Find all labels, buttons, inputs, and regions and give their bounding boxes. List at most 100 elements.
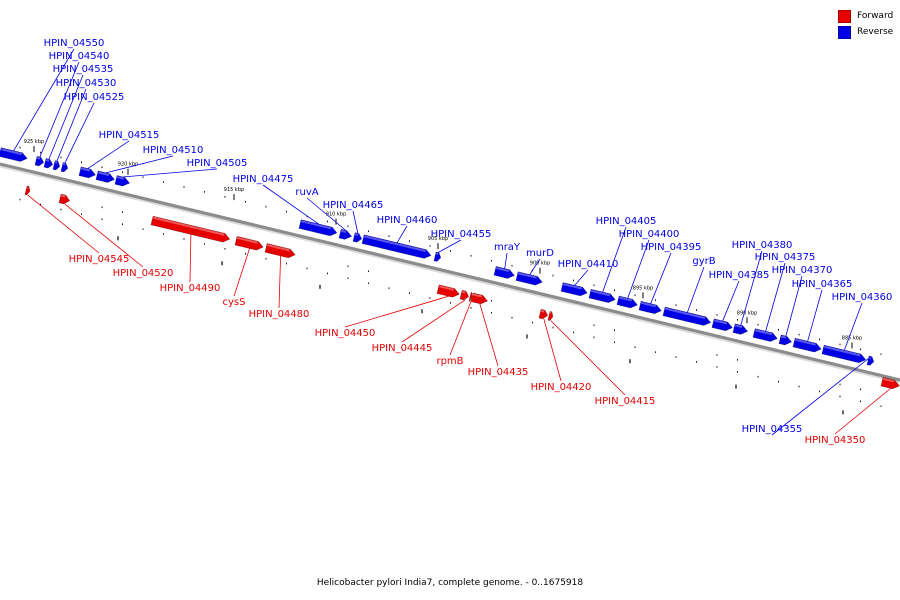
gene-label: cysS [223,297,246,308]
gene-hpin_04540[interactable] [34,155,45,167]
gene-hpin_04375[interactable] [752,328,778,343]
gene-label: HPIN_04460 [377,215,438,226]
gene-label: HPIN_04360 [832,292,893,303]
gene-label: HPIN_04445 [372,343,433,354]
gene-label: HPIN_04455 [431,229,492,240]
gene-hpin_04400[interactable] [616,295,639,309]
gene-hpin_04480[interactable] [264,243,296,259]
gene-hpin_04510[interactable] [95,170,116,184]
gene-label: HPIN_04535 [53,64,114,75]
gene-label: HPIN_04480 [249,309,310,320]
gene-hpin_04490[interactable] [150,215,231,243]
gene-arrow [298,219,338,237]
gene-arrow [662,306,712,326]
gene-hpin_04545[interactable] [24,185,31,196]
gene-highlight [54,161,58,164]
gene-hpin_04360[interactable] [821,344,867,364]
gene-leader [306,197,347,231]
gene-arrow [616,295,638,309]
gene-leader [396,225,408,243]
gene-label: HPIN_04505 [187,158,248,169]
gene-cyss[interactable] [234,235,264,251]
gene-hpin_04465[interactable] [352,232,363,244]
gene-hpin_04395[interactable] [638,300,662,315]
gene-highlight [152,216,225,236]
gene-hpin_04505[interactable] [114,175,131,187]
gene-hpin_04450[interactable] [436,284,460,299]
gene-leader [529,258,541,275]
gene-arrow [24,185,31,196]
gene-arrow [78,166,97,179]
gene-hpin_04405[interactable] [588,288,616,304]
gene-rpmb[interactable] [468,292,473,302]
gene-hpin_04455[interactable] [433,251,442,262]
gene-arrow [361,234,432,259]
gene-hpin_04380[interactable] [732,323,749,336]
gene-hpin_04435[interactable] [470,292,489,305]
gene-hpin_04410[interactable] [560,282,588,298]
gene-hpin_04550[interactable] [0,147,28,163]
gene-hpin_04445[interactable] [459,289,470,301]
forward-swatch [838,9,851,23]
gene-highlight [618,296,633,302]
gene-leader [765,262,786,332]
scale-tick-label: 895 kbp [633,285,653,291]
gene-leader [344,295,449,328]
gene-hpin_04370[interactable] [778,334,793,347]
gene-hpin_04530[interactable] [52,160,61,171]
gene-gyrb[interactable] [662,306,712,327]
gene-highlight [60,194,66,198]
scale-tick-label: 905 kbp [428,236,448,242]
gene-hpin_04350[interactable] [880,376,900,390]
gene-mray[interactable] [493,266,516,279]
gene-hpin_04525[interactable] [60,162,69,173]
gene-hpin_04515[interactable] [78,166,97,179]
gene-leader [64,203,144,268]
gene-hpin_04520[interactable] [58,193,71,205]
backbone-shadow [0,164,900,384]
gene-hpin_04365[interactable] [792,337,822,353]
gene-leader [650,252,672,304]
gene-arrow [60,162,69,173]
gene-highlight [354,233,359,236]
gene-highlight [713,319,728,325]
gene-label: HPIN_04550 [44,38,105,49]
gene-ruva[interactable] [338,228,353,241]
legend-reverse-label: Reverse [857,27,894,37]
scale-tick-label: 920 kbp [118,162,138,168]
gene-hpin_04460[interactable] [361,234,432,260]
gene-hpin_04385[interactable] [711,318,734,332]
gene-arrow [234,235,264,251]
gene-leader [550,320,626,396]
gene-highlight [0,148,22,156]
gene-arrow [792,337,822,353]
gene-leader [48,74,84,160]
gene-label: HPIN_04530 [56,78,117,89]
gene-leader [233,248,250,297]
gene-highlight [590,289,610,297]
gene-hpin_04475[interactable] [298,219,338,238]
gene-arrow [515,271,543,286]
gene-label: HPIN_04370 [772,265,833,276]
gene-highlight [562,283,582,290]
gene-highlight [461,290,466,294]
gene-highlight [823,345,861,357]
gene-murd[interactable] [515,271,543,287]
gene-arrow [560,282,588,297]
gene-leader [807,289,823,342]
scale-tick-label: 900 kbp [530,261,550,267]
gene-leader [64,102,95,164]
gene-leader [771,356,872,436]
gene-hpin_04420[interactable] [538,308,549,320]
gene-highlight [664,307,706,320]
gene-leader [105,155,174,174]
gene-hpin_04415[interactable] [547,311,554,321]
gene-hpin_04355[interactable] [866,355,875,366]
gene-arrow [821,344,867,364]
gene-leader [834,387,892,435]
gene-hpin_04535[interactable] [43,158,54,169]
gene-label: HPIN_04525 [64,92,125,103]
gene-label: HPIN_04400 [619,229,680,240]
gene-arrow [880,376,900,390]
gene-highlight [517,272,537,279]
